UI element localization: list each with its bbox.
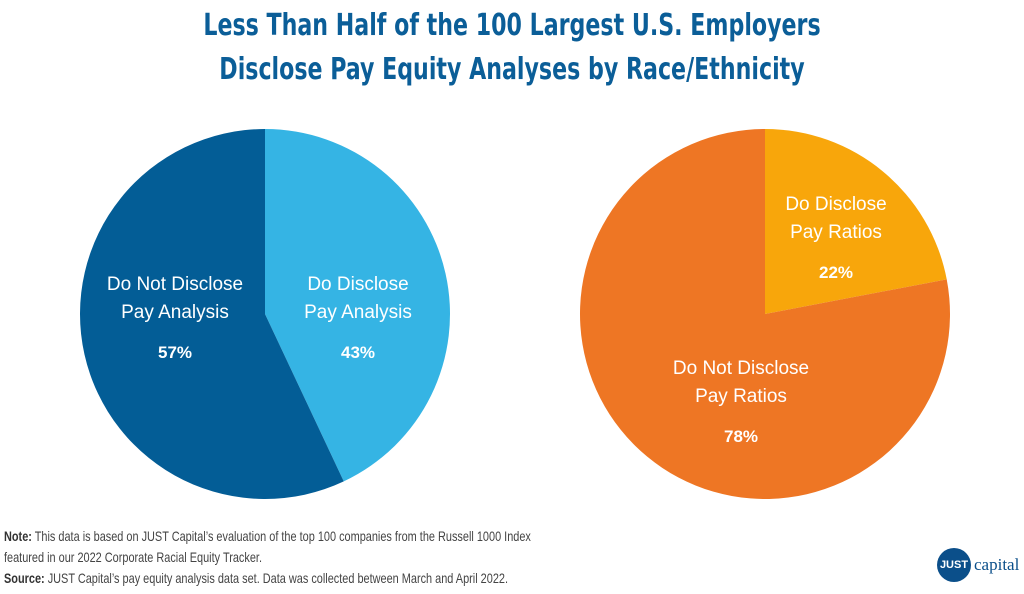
footnotes: Note: This data is based on JUST Capital…	[4, 526, 531, 589]
note-text-2: featured in our 2022 Corporate Racial Eq…	[4, 549, 262, 565]
pie2-slice-1	[765, 129, 947, 314]
pie2-slice-1-label: Pay Ratios	[790, 222, 882, 243]
note-text: This data is based on JUST Capital’s eva…	[31, 528, 531, 544]
title-line-1: Less Than Half of the 100 Largest U.S. E…	[203, 8, 821, 43]
note: Note: This data is based on JUST Capital…	[4, 526, 531, 547]
chart-title: Less Than Half of the 100 Largest U.S. E…	[92, 4, 932, 92]
pie2-slice-1-value: 22%	[819, 263, 853, 282]
source-text: JUST Capital’s pay equity analysis data …	[44, 570, 509, 586]
pie2-slice-2-label: Do Not Disclose	[673, 358, 809, 379]
pie2-slice-2-label: Pay Ratios	[695, 386, 787, 407]
logo-word: capital	[974, 555, 1020, 574]
pie2-slice-2-value: 78%	[724, 427, 758, 446]
pie2-slice-2	[580, 129, 950, 499]
note-label: Note:	[4, 528, 32, 544]
pie1-slice-1-label: Pay Analysis	[304, 302, 412, 323]
pie1-slice-2-label: Pay Analysis	[121, 302, 229, 323]
pie1-slice-1-value: 43%	[341, 343, 375, 362]
just-capital-logo: JUST capital	[937, 548, 1019, 582]
pie1-slice-2	[80, 129, 344, 500]
source-label: Source:	[4, 570, 45, 586]
pie1-slice-1-label: Do Disclose	[307, 274, 408, 295]
pie2-slice-1-label: Do Disclose	[785, 194, 886, 215]
logo-mark: JUST	[937, 548, 971, 582]
pie1-slice-2-label: Do Not Disclose	[107, 274, 243, 295]
source: Source: JUST Capital’s pay equity analys…	[4, 568, 531, 589]
pie1-slice-1	[265, 129, 450, 482]
title-line-2: Disclose Pay Equity Analyses by Race/Eth…	[219, 52, 805, 87]
pie1-slice-2-value: 57%	[158, 343, 192, 362]
